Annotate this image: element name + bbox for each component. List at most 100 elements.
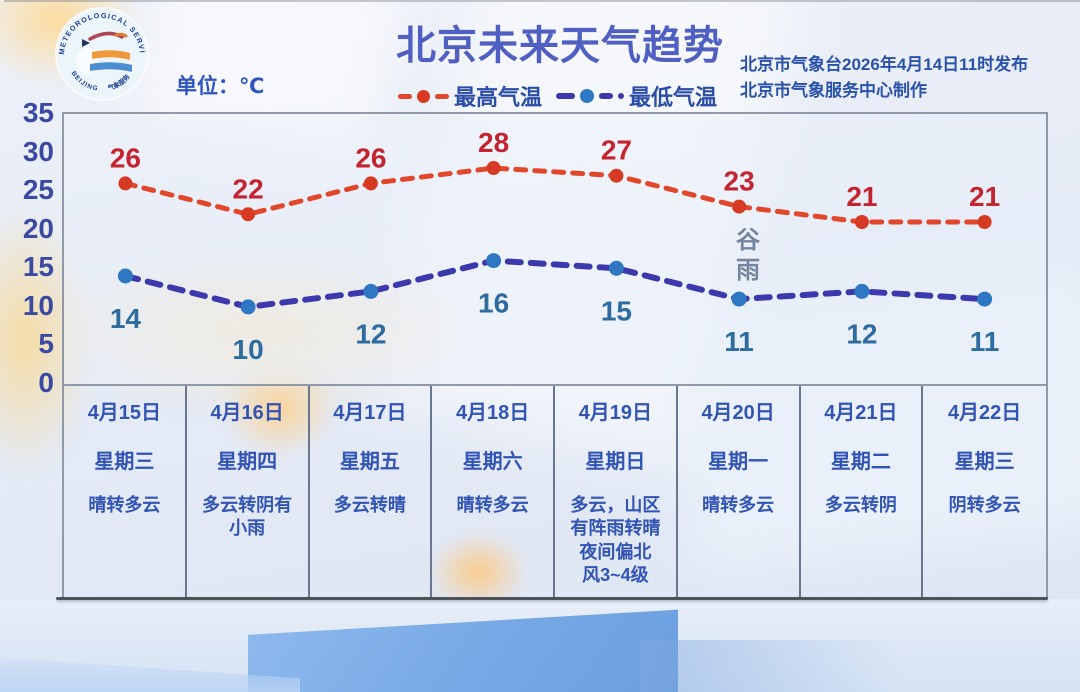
bg-bottom-blue-fade (640, 640, 900, 692)
solar-term-annotation: 谷雨 (736, 227, 760, 284)
low-temp-value-label: 11 (724, 326, 754, 357)
y-tick-35: 35 (22, 97, 54, 128)
temperature-chart: 26 22 26 28 27 23 21 21 14 10 12 16 15 11 12 11 谷雨 (62, 112, 1048, 386)
y-tick-20: 20 (22, 213, 54, 244)
low-temp-value-label: 11 (970, 326, 1000, 357)
high-temp-value-label: 26 (110, 142, 141, 173)
low-temp-value-label: 12 (846, 318, 877, 349)
y-tick-10: 10 (22, 290, 54, 321)
high-temp-value-label: 27 (601, 135, 632, 166)
day-weekday: 星期日 (585, 451, 646, 473)
logo-bird-icon (82, 39, 90, 47)
legend-label-low: 最低气温 (629, 85, 718, 110)
high-temp-point (609, 168, 624, 183)
day-weather: 晴转多云 (88, 495, 161, 515)
day-date: 4月16日 (210, 402, 284, 424)
day-weather: 阴转多云 (948, 495, 1021, 515)
day-weather: 多云转阴有 小雨 (202, 495, 293, 539)
unit-label: 单位：℃ (176, 75, 265, 98)
bg-bottom-blue-shape (248, 609, 678, 692)
day-weekday: 星期三 (94, 451, 155, 473)
forecast-day-cell: 4月20日 星期一 晴转多云 (678, 386, 801, 598)
day-date: 4月18日 (455, 402, 530, 424)
forecast-day-cell: 4月18日 星期六 晴转多云 (432, 386, 555, 598)
day-date: 4月19日 (578, 402, 653, 424)
source-line-1: 北京市气象台2026年4月14日11时发布 (740, 55, 1029, 74)
legend-item-high-temp: 最高气温 (398, 80, 542, 112)
y-tick-25: 25 (22, 174, 54, 205)
legend-item-low-temp: 最低气温 (556, 80, 717, 112)
beijing-meteorological-service-logo: METEOROLOGICAL SERVICE BEIJING 气象服务 (54, 6, 149, 101)
high-temp-value-label: 21 (969, 181, 1000, 212)
forecast-day-cell: 4月15日 星期三 晴转多云 (64, 386, 187, 598)
forecast-day-cell: 4月17日 星期五 多云转晴 (310, 386, 433, 598)
source-block: 北京市气象台2026年4月14日11时发布 北京市气象服务中心制作 (740, 52, 1060, 104)
day-weekday: 星期三 (954, 451, 1015, 473)
bg-bottom-band (0, 599, 1080, 692)
day-weekday: 星期四 (217, 451, 278, 473)
day-weather: 晴转多云 (456, 495, 529, 515)
low-temp-value-label: 14 (110, 303, 142, 334)
low-temp-dot-icon (580, 89, 595, 103)
low-temp-value-label: 15 (601, 295, 632, 326)
low-temp-point (977, 291, 993, 307)
low-temp-dash-icon (599, 93, 614, 99)
y-tick-0: 0 (38, 367, 54, 398)
high-temp-point (854, 215, 869, 229)
high-temp-line (122, 165, 988, 225)
logo-blue-band (90, 62, 132, 72)
chart-legend: 最高气温 最低气温 (398, 80, 717, 112)
day-weather: 多云转晴 (333, 495, 406, 515)
day-date: 4月17日 (333, 402, 407, 424)
bg-bottom-left-wedge (0, 657, 300, 692)
low-temp-point (731, 291, 747, 307)
high-temp-point (363, 176, 378, 191)
high-temp-point (732, 199, 747, 214)
day-date: 4月21日 (824, 402, 898, 424)
day-date: 4月22日 (947, 402, 1022, 424)
day-weekday: 星期六 (462, 451, 523, 473)
high-temp-dot-icon (417, 89, 430, 103)
low-temp-point (608, 260, 624, 276)
high-temp-point (977, 215, 992, 229)
low-temp-dash-icon (556, 93, 576, 99)
low-temp-point (240, 299, 256, 315)
y-tick-30: 30 (22, 136, 54, 167)
high-temp-point (486, 161, 501, 175)
high-temp-dash-icon (435, 93, 449, 99)
day-weather: 多云，山区 有阵雨转晴 夜间偏北 风3~4级 (570, 495, 661, 586)
day-weekday: 星期一 (708, 451, 769, 473)
low-temp-line (122, 257, 988, 310)
y-tick-5: 5 (38, 328, 54, 359)
low-temp-small-dot-icon (618, 93, 625, 99)
day-date: 4月15日 (87, 402, 162, 424)
high-temp-value-label: 21 (846, 181, 877, 212)
high-temp-value-label: 22 (233, 173, 264, 204)
high-temp-dash-icon (398, 93, 412, 99)
forecast-day-cell: 4月22日 星期三 阴转多云 (923, 386, 1046, 598)
day-weather: 晴转多云 (702, 495, 775, 515)
forecast-table: 4月15日 星期三 晴转多云 4月16日 星期四 多云转阴有 小雨 4月17日 … (62, 386, 1048, 598)
logo-red-swoosh (88, 31, 124, 41)
forecast-day-cell: 4月19日 星期日 多云，山区 有阵雨转晴 夜间偏北 风3~4级 (555, 386, 678, 598)
bg-top-hairline (4, 0, 1080, 2)
high-temp-value-label: 26 (355, 142, 386, 173)
table-bottom-line (56, 597, 1048, 600)
temperature-chart-svg: 26 22 26 28 27 23 21 21 14 10 12 16 15 11 12 11 (110, 127, 1000, 365)
high-temp-value-label: 28 (478, 127, 509, 158)
forecast-day-cell: 4月16日 星期四 多云转阴有 小雨 (187, 386, 310, 598)
day-weather: 多云转阴 (824, 495, 897, 515)
page-title: 北京未来天气趋势 (396, 24, 724, 68)
low-temp-value-label: 16 (478, 288, 509, 319)
low-temp-point (854, 283, 870, 299)
low-temp-value-label: 12 (355, 318, 386, 349)
high-temp-point (241, 207, 256, 222)
source-line-2: 北京市气象服务中心制作 (740, 81, 927, 100)
y-axis: 35 30 25 20 15 10 5 0 (0, 0, 58, 420)
legend-label-high: 最高气温 (454, 85, 543, 110)
low-temp-point (363, 283, 379, 299)
day-weekday: 星期五 (339, 451, 400, 473)
logo-orange-band (92, 50, 130, 60)
low-temp-point (117, 268, 133, 284)
